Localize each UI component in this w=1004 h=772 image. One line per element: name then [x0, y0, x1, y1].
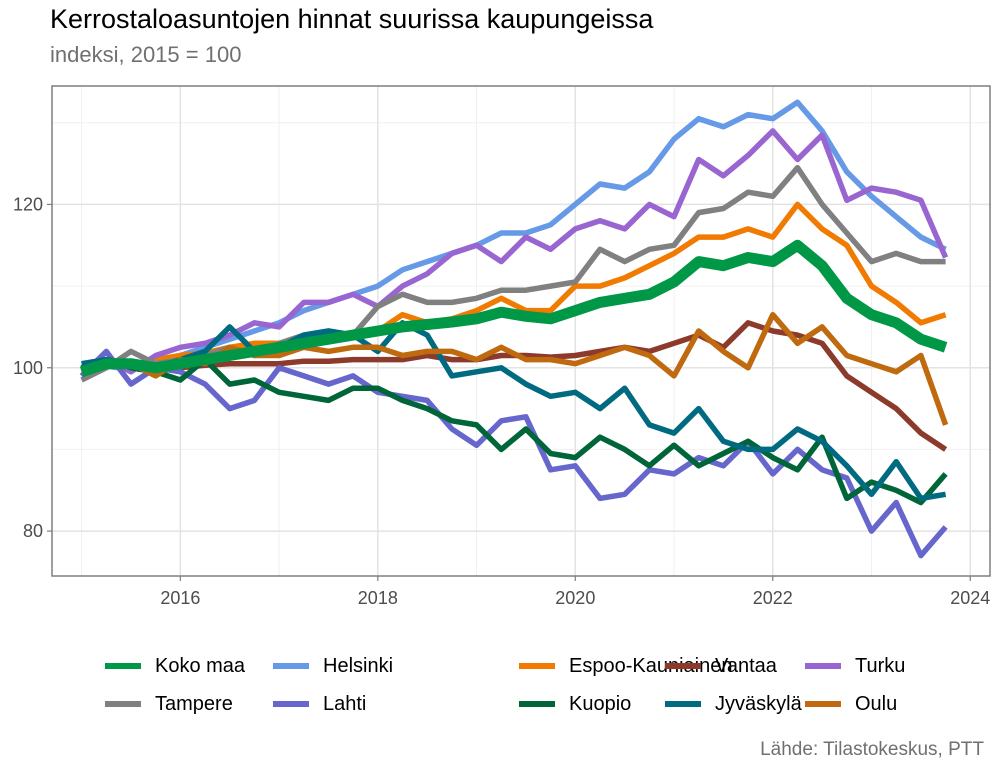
source-caption: Lähde: Tilastokeskus, PTT — [760, 739, 984, 760]
legend-item-vantaa: Vantaa — [665, 650, 777, 682]
chart-title: Kerrostaloasuntojen hinnat suurissa kaup… — [50, 4, 654, 34]
y-tick-label: 120 — [13, 194, 43, 214]
legend-item-jyvaskyla: Jyväskylä — [665, 688, 802, 720]
x-tick-label: 2018 — [358, 588, 398, 608]
series-line-turku — [80, 128, 949, 375]
legend-key — [105, 701, 141, 707]
series-line-koko-maa — [79, 239, 948, 378]
legend-item-espoo-kauniainen: Espoo-Kauniainen — [519, 650, 732, 682]
legend-label: Oulu — [855, 692, 898, 715]
legend-label: Koko maa — [155, 654, 246, 677]
legend-label: Espoo-Kauniainen — [569, 654, 733, 677]
series-line-jyvaskyla — [81, 320, 947, 502]
y-tick-label: 100 — [13, 358, 43, 378]
line-chart: 2016 2018 2020 2022 2024 80 100 120 — [13, 85, 991, 608]
legend-label: Vantaa — [715, 654, 777, 677]
legend-item-oulu: Oulu — [805, 688, 897, 720]
legend-label: Tampere — [155, 692, 233, 715]
series-line-lahti — [79, 348, 948, 559]
legend-label: Helsinki — [323, 654, 394, 677]
legend-label: Lahti — [323, 692, 367, 715]
legend-key — [665, 663, 701, 669]
legend-item-helsinki: Helsinki — [273, 650, 393, 682]
legend-key — [665, 701, 701, 707]
legend-label: Turku — [855, 654, 906, 677]
series-line-oulu — [80, 311, 949, 426]
x-tick-label: 2020 — [555, 588, 595, 608]
legend-item-koko-maa: Koko maa — [105, 650, 245, 682]
x-tick-label: 2024 — [950, 588, 990, 608]
legend-key — [273, 663, 309, 669]
x-tick-label: 2016 — [160, 588, 200, 608]
legend-key — [519, 663, 555, 669]
legend-item-turku: Turku — [805, 650, 905, 682]
chart-legend: Koko maa Helsinki Espoo-Kauniainen Vantaa Tu… — [105, 650, 985, 726]
legend-item-lahti: Lahti — [273, 688, 366, 720]
legend-key — [273, 701, 309, 707]
y-tick-label: 80 — [23, 521, 43, 541]
legend-key — [805, 663, 841, 669]
legend-item-kuopio: Kuopio — [519, 688, 631, 720]
x-tick-label: 2022 — [753, 588, 793, 608]
legend-key — [105, 663, 141, 669]
legend-key — [805, 701, 841, 707]
legend-label: Jyväskylä — [715, 692, 802, 715]
series-line-helsinki — [81, 99, 947, 373]
plot-border — [51, 85, 991, 577]
series-line-kuopio — [80, 356, 948, 506]
chart-subtitle: indeksi, 2015 = 100 — [50, 42, 242, 67]
legend-label: Kuopio — [569, 692, 632, 715]
legend-key — [519, 701, 555, 707]
legend-item-tampere: Tampere — [105, 688, 233, 720]
